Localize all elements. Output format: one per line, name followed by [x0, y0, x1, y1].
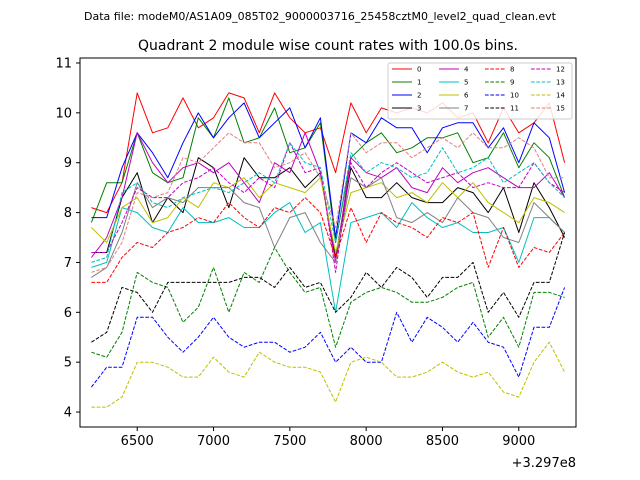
legend-label: 4 [464, 66, 469, 74]
series-line-13 [91, 142, 565, 263]
y-tick-label: 6 [64, 306, 72, 321]
x-tick-label: 7000 [197, 434, 230, 449]
series-line-12 [91, 142, 565, 273]
legend-label: 0 [417, 66, 421, 74]
series-line-1 [90, 97, 566, 243]
x-offset-label: +3.297e8 [512, 456, 576, 471]
legend-label: 9 [510, 79, 514, 87]
series-line-5 [91, 202, 565, 313]
legend-label: 11 [510, 105, 519, 113]
series-line-7 [91, 177, 565, 278]
x-tick-label: 7500 [273, 434, 306, 449]
y-tick-label: 9 [64, 156, 72, 171]
series-line-10 [91, 287, 566, 388]
legend-box [387, 62, 573, 120]
x-tick-label: 9000 [502, 434, 535, 449]
series-line-8 [91, 197, 565, 283]
legend-label: 6 [464, 92, 469, 100]
legend-label: 14 [556, 92, 565, 100]
x-tick-label: 8000 [350, 434, 383, 449]
y-tick-label: 10 [55, 106, 72, 121]
y-tick-label: 7 [64, 256, 72, 271]
series-line-0 [91, 92, 566, 214]
legend-label: 12 [556, 66, 565, 74]
legend-label: 5 [464, 79, 468, 87]
legend-label: 1 [417, 79, 421, 87]
y-tick-label: 4 [64, 406, 72, 421]
legend-label: 13 [556, 79, 565, 87]
series-line-11 [91, 232, 566, 343]
chart-suptitle: Data file: modeM0/AS1A09_085T02_90000037… [84, 10, 557, 23]
y-tick-label: 8 [64, 206, 72, 221]
plot-frame [79, 57, 577, 428]
series-layer [90, 92, 566, 408]
y-tick-label: 11 [55, 56, 72, 71]
y-tick-label: 5 [64, 356, 72, 371]
legend-label: 7 [464, 105, 468, 113]
series-line-14 [91, 341, 566, 408]
series-line-2 [91, 102, 566, 238]
legend-label: 3 [417, 105, 421, 113]
series-line-15 [91, 132, 565, 273]
x-tick-label: 6500 [121, 434, 154, 449]
chart-title: Quadrant 2 module wise count rates with … [138, 38, 518, 54]
legend-label: 15 [556, 105, 565, 113]
x-tick-label: 8500 [426, 434, 459, 449]
legend-label: 2 [417, 92, 421, 100]
series-line-6 [91, 177, 565, 253]
legend-label: 10 [510, 92, 519, 100]
legend-label: 8 [510, 66, 514, 74]
